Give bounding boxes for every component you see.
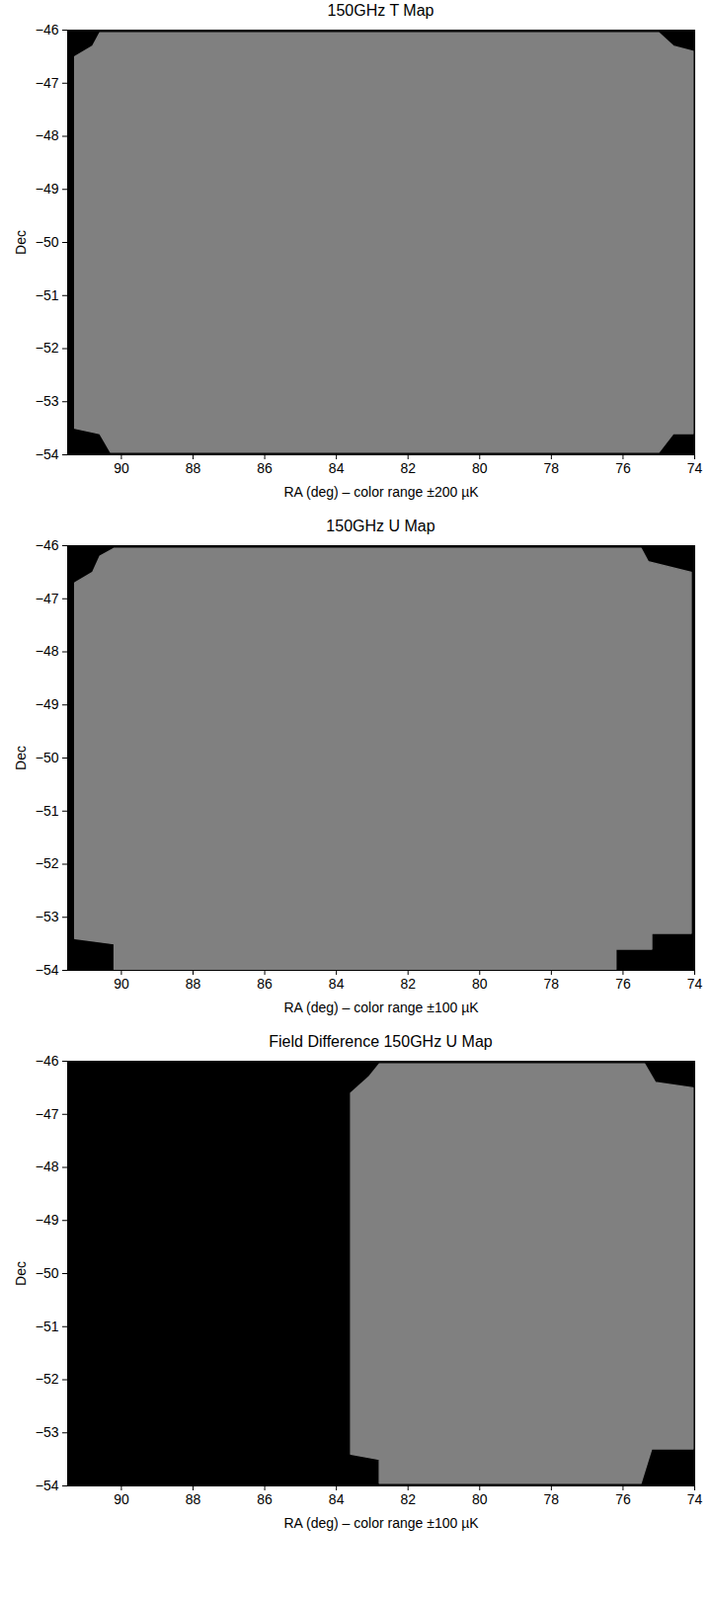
svg-text:−54: −54	[35, 1477, 60, 1494]
svg-text:−47: −47	[35, 75, 60, 91]
svg-text:76: 76	[615, 1491, 632, 1507]
svg-text:−50: −50	[35, 1264, 60, 1281]
svg-text:−49: −49	[35, 1211, 60, 1228]
svg-text:RA (deg) – color range ±200 µK: RA (deg) – color range ±200 µK	[283, 483, 479, 500]
svg-text:−46: −46	[35, 21, 60, 38]
svg-text:−46: −46	[35, 537, 60, 553]
svg-text:−46: −46	[35, 1052, 60, 1069]
svg-text:−49: −49	[35, 180, 60, 197]
svg-text:RA (deg) – color range ±100 µK: RA (deg) – color range ±100 µK	[283, 999, 479, 1016]
svg-text:80: 80	[472, 975, 488, 992]
svg-text:−49: −49	[35, 696, 60, 712]
svg-text:Dec: Dec	[12, 230, 29, 255]
svg-text:88: 88	[185, 1491, 202, 1507]
svg-text:86: 86	[256, 975, 273, 992]
svg-text:−52: −52	[35, 339, 60, 356]
svg-text:−50: −50	[35, 234, 60, 250]
svg-text:−52: −52	[35, 1370, 60, 1387]
svg-text:82: 82	[399, 975, 416, 992]
svg-text:88: 88	[185, 975, 202, 992]
html-text:150GHz U Map: 150GHz U Map	[326, 517, 436, 535]
svg-text:−53: −53	[35, 1423, 60, 1440]
svg-text:−53: −53	[35, 393, 60, 409]
svg-text:80: 80	[472, 1491, 488, 1507]
svg-text:80: 80	[472, 460, 488, 476]
svg-text:Dec: Dec	[12, 1261, 29, 1286]
svg-text:86: 86	[256, 1491, 273, 1507]
svg-text:−47: −47	[35, 1105, 60, 1122]
svg-text:78: 78	[544, 460, 560, 476]
svg-text:RA (deg) – color range ±100 µK: RA (deg) – color range ±100 µK	[283, 1514, 479, 1531]
svg-text:−54: −54	[35, 961, 60, 978]
svg-text:84: 84	[328, 1491, 345, 1507]
svg-text:76: 76	[615, 460, 632, 476]
svg-text:90: 90	[113, 975, 130, 992]
svg-text:−53: −53	[35, 908, 60, 925]
svg-text:84: 84	[328, 460, 345, 476]
svg-text:−51: −51	[35, 802, 60, 819]
svg-text:−48: −48	[35, 1158, 60, 1175]
svg-text:82: 82	[399, 460, 416, 476]
html-text:150GHz T Map: 150GHz T Map	[327, 1, 434, 19]
svg-text:−51: −51	[35, 1318, 60, 1335]
svg-text:76: 76	[615, 975, 632, 992]
svg-text:−48: −48	[35, 642, 60, 659]
svg-text:90: 90	[113, 460, 130, 476]
svg-text:−47: −47	[35, 590, 60, 607]
svg-text:74: 74	[687, 975, 704, 992]
svg-text:−48: −48	[35, 127, 60, 144]
svg-text:−50: −50	[35, 749, 60, 766]
svg-text:78: 78	[544, 1491, 560, 1507]
svg-text:−54: −54	[35, 446, 60, 463]
svg-text:84: 84	[328, 975, 345, 992]
svg-text:88: 88	[185, 460, 202, 476]
svg-text:−51: −51	[35, 287, 60, 304]
svg-text:90: 90	[113, 1491, 130, 1507]
svg-text:86: 86	[256, 460, 273, 476]
svg-text:−52: −52	[35, 855, 60, 871]
svg-text:Dec: Dec	[12, 745, 29, 771]
svg-text:82: 82	[399, 1491, 416, 1507]
html-text:Field Difference 150GHz U Map: Field Difference 150GHz U Map	[268, 1032, 493, 1050]
svg-text:78: 78	[544, 975, 560, 992]
svg-text:74: 74	[687, 1491, 704, 1507]
svg-text:74: 74	[687, 460, 704, 476]
